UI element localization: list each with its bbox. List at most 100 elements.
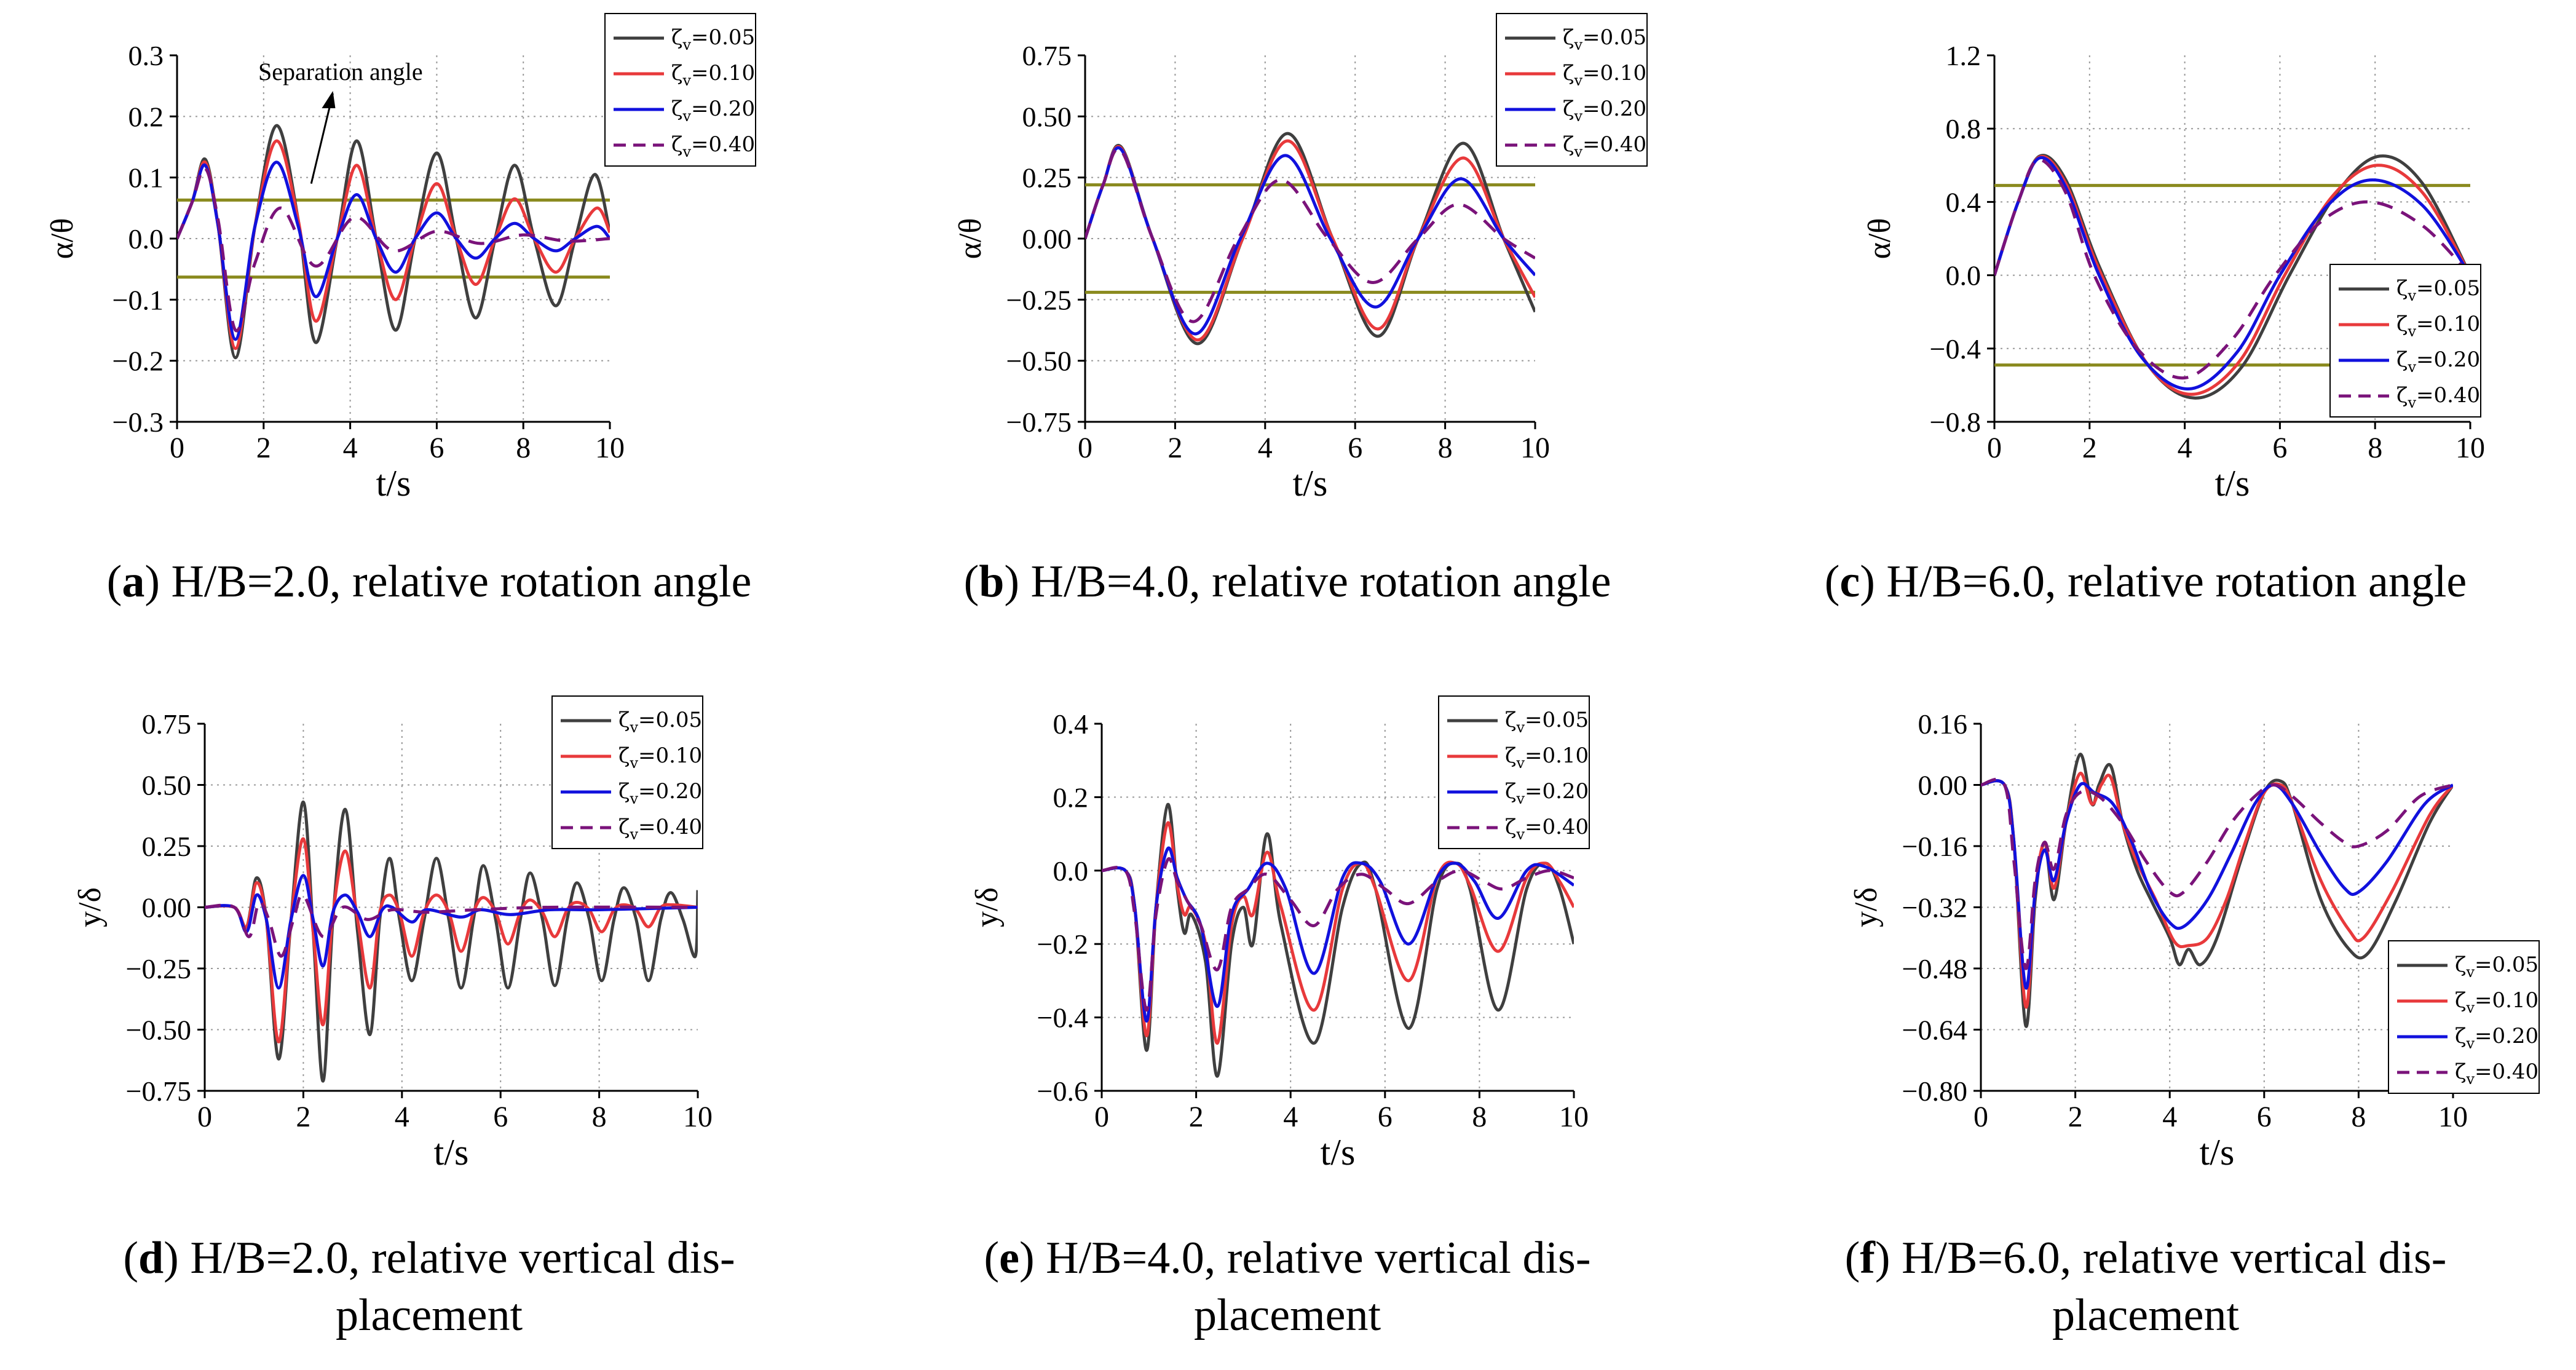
chart-a-legend-label-1-zeta: ζ	[671, 25, 682, 50]
chart-f-ytick-label: −0.16	[1902, 831, 1967, 862]
chart-b-legend-label-1-value: =0.05	[1582, 25, 1646, 50]
chart-d-ylabel: y/δ	[73, 887, 108, 927]
chart-f-legend-label-4-sub: v	[2465, 1071, 2475, 1088]
chart-d-legend-label-1: ζv=0.05	[618, 708, 702, 736]
chart-c-xtick-label: 2	[2082, 432, 2097, 464]
chart-d-legend-label-4: ζv=0.40	[618, 815, 702, 843]
chart-e-ytick-label: 0.2	[1053, 782, 1089, 813]
chart-d-ytick-label: 0.00	[142, 892, 192, 924]
chart-b-ytick-label: −0.50	[1006, 346, 1072, 377]
chart-b-ytick-label: 0.50	[1022, 101, 1072, 132]
chart-c: 0 2 4 6 8 10−0.8−0.40.00.40.81.2t/sα/θζv=0.05…	[1862, 40, 2485, 504]
chart-f-legend-label-1: ζv=0.05	[2455, 952, 2538, 981]
chart-a-legend-label-3-sub: v	[682, 108, 691, 125]
chart-f-xtick-label: 6	[2257, 1101, 2272, 1133]
chart-e-legend-label-1-value: =0.05	[1525, 708, 1589, 732]
chart-b-legend-label-1-sub: v	[1573, 36, 1582, 53]
chart-d-legend-label-3: ζv=0.20	[618, 779, 702, 807]
chart-a-xtick-label: 0	[170, 432, 184, 464]
chart-c-legend-label-4-value: =0.40	[2416, 383, 2480, 408]
chart-c-legend-label-2-sub: v	[2407, 323, 2416, 340]
chart-d-xtick-label: 2	[296, 1101, 310, 1133]
caption-b: (b) H/B=4.0, relative rotation angle	[963, 556, 1611, 607]
chart-b-legend-label-2-sub: v	[1573, 72, 1582, 89]
chart-e-xtick-label: 2	[1189, 1101, 1204, 1133]
chart-c-ylabel: α/θ	[1862, 218, 1897, 259]
chart-f-series-4-line	[1981, 777, 2453, 970]
chart-d-legend-label-2-sub: v	[629, 754, 638, 772]
chart-f-legend-label-1-value: =0.05	[2475, 952, 2538, 977]
chart-a-xtick-label: 10	[595, 432, 625, 464]
chart-c-legend-label-1-zeta: ζ	[2396, 276, 2408, 301]
chart-f-legend-label-4-zeta: ζ	[2455, 1059, 2466, 1084]
chart-c-series-4-line	[1994, 158, 2470, 380]
caption-c-letter: c	[1839, 556, 1860, 607]
chart-d-ytick-label: 0.25	[142, 831, 192, 862]
chart-f-series-1-line	[1981, 753, 2453, 1028]
chart-b-legend-label-4-sub: v	[1573, 143, 1582, 160]
chart-d-xtick-label: 4	[395, 1101, 409, 1133]
chart-f-legend-label-1-sub: v	[2465, 964, 2475, 981]
chart-e-series-4-line	[1102, 857, 1574, 1012]
chart-a-legend-label-1-value: =0.05	[691, 25, 755, 50]
chart-b-legend-label-3-sub: v	[1573, 108, 1582, 125]
chart-f-ytick-label: 0.16	[1918, 708, 1968, 740]
chart-a-legend-label-4-zeta: ζ	[671, 132, 682, 157]
chart-d-xlabel: t/s	[434, 1132, 469, 1173]
chart-d-legend-label-1-value: =0.05	[638, 708, 702, 732]
chart-d: 0 2 4 6 8 10 −0.75 −0.50 −0.25 0.00 0.25 0.50 0.75 t/…	[73, 695, 713, 1173]
chart-e-legend-label-2: ζv=0.10	[1505, 743, 1589, 772]
chart-a-ytick-label: 0.1	[128, 162, 164, 194]
chart-f-legend-label-1-zeta: ζ	[2455, 952, 2466, 977]
chart-e-ytick-label: −0.4	[1037, 1002, 1088, 1034]
chart-d-xtick-label: 0	[197, 1101, 212, 1133]
chart-e-ylabel: y/δ	[970, 887, 1005, 927]
chart-b-legend-label-3: ζv=0.20	[1563, 97, 1646, 125]
chart-c-legend-label-2-value: =0.10	[2416, 312, 2480, 336]
chart-a: 0 2 4 6 8 10 −0.3 −0.2 −0.1 0.0 0.1 0.2 0.3 t/s α/θ Sep…	[45, 13, 756, 504]
chart-d-legend-label-4-sub: v	[629, 826, 638, 843]
chart-e-legend-label-4-value: =0.40	[1525, 815, 1589, 839]
chart-e-legend-label-1-sub: v	[1515, 719, 1525, 736]
chart-e-legend-label-1: ζv=0.05	[1505, 708, 1589, 736]
chart-e-ytick-label: −0.2	[1037, 929, 1088, 960]
chart-a-legend-label-2-value: =0.10	[691, 61, 755, 85]
chart-e-series-group	[1102, 802, 1574, 1078]
chart-a-xtick-label: 2	[256, 432, 271, 464]
caption-f-text-2: placement	[2052, 1289, 2240, 1340]
chart-f-legend-label-4-value: =0.40	[2475, 1059, 2538, 1084]
chart-e-legend-label-4: ζv=0.40	[1505, 815, 1589, 843]
chart-a-ytick-label: 0.0	[128, 223, 164, 255]
chart-f-ylabel: y/δ	[1849, 887, 1884, 927]
caption-e: (e) H/B=4.0, relative vertical dis-place…	[984, 1233, 1591, 1340]
chart-a-ytick-label: 0.3	[128, 40, 164, 71]
chart-a-legend-label-1-sub: v	[682, 36, 691, 53]
chart-c-xtick-label: 0	[1987, 432, 2002, 464]
caption-b-text: H/B=4.0, relative rotation angle	[1030, 556, 1611, 607]
chart-c-ytick-label: 0.4	[1946, 186, 1981, 218]
chart-c-ytick-label: 1.2	[1946, 40, 1981, 71]
chart-c-legend-label-4-sub: v	[2407, 394, 2416, 411]
chart-a-legend-label-1: ζv=0.05	[671, 25, 755, 53]
chart-b-xlabel: t/s	[1293, 463, 1328, 504]
chart-a-legend-label-4-sub: v	[682, 143, 691, 160]
chart-c-xtick-label: 6	[2272, 432, 2287, 464]
chart-f-xtick-label: 2	[2068, 1101, 2083, 1133]
chart-b-legend-label-4-zeta: ζ	[1563, 132, 1574, 157]
chart-c-legend-label-2-zeta: ζ	[2396, 312, 2408, 336]
chart-a-xtick-label: 4	[343, 432, 358, 464]
chart-d-legend-label-4-zeta: ζ	[618, 815, 630, 839]
chart-e-xtick-label: 6	[1378, 1101, 1393, 1133]
caption-f-letter: f	[1860, 1233, 1875, 1283]
chart-b-xtick-label: 6	[1348, 432, 1362, 464]
chart-a-legend-label-4: ζv=0.40	[671, 132, 755, 160]
caption-d-text: H/B=2.0, relative vertical dis-	[190, 1233, 735, 1283]
chart-b-legend-label-1-zeta: ζ	[1563, 25, 1574, 50]
caption-e-text: H/B=4.0, relative vertical dis-	[1046, 1233, 1591, 1283]
chart-a-ytick-label: 0.2	[128, 101, 164, 132]
chart-d-legend-label-4-value: =0.40	[638, 815, 702, 839]
chart-a-ytick-label: −0.3	[113, 406, 164, 438]
